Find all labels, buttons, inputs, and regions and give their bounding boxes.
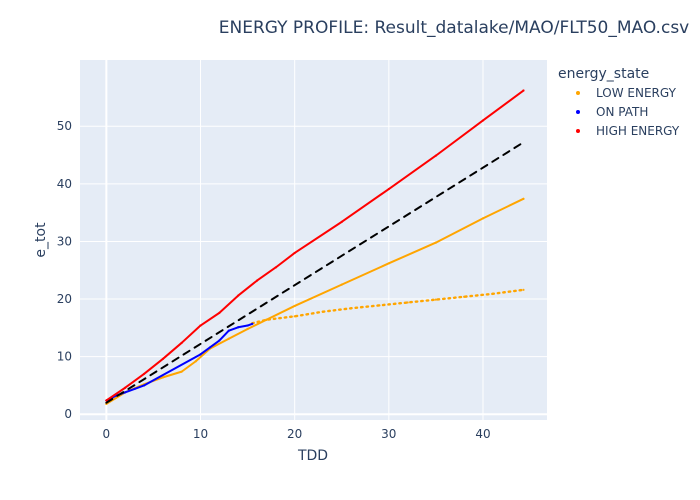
series-point-3-10: [293, 251, 296, 255]
series-point-3-9: [274, 266, 277, 269]
y-tick-label: 30: [57, 234, 72, 248]
series-point-3-5: [199, 324, 202, 327]
legend-marker-low-energy: [576, 91, 580, 95]
series-point-1-3: [321, 310, 325, 313]
series-point-2-9: [237, 326, 240, 329]
series-point-0-13: [434, 241, 437, 244]
series-point-1-4: [350, 307, 353, 310]
y-tick-label: 50: [57, 119, 72, 133]
x-tick-label: 30: [381, 427, 396, 441]
legend-label-low-energy: LOW ENERGY: [596, 86, 677, 100]
series-point-3-7: [237, 294, 240, 297]
series-point-2-5: [199, 353, 202, 356]
y-tick-label: 10: [57, 350, 72, 364]
series-point-2-7: [218, 339, 221, 342]
y-tick-label: 20: [57, 292, 72, 306]
series-point-3-11: [340, 220, 343, 223]
x-tick-label: 40: [475, 427, 490, 441]
y-tick-label: 40: [57, 177, 72, 191]
chart-title: ENERGY PROFILE: Result_datalake/MAO/FLT5…: [219, 18, 689, 38]
series-line-4: [105, 141, 525, 404]
legend: energy_state LOW ENERGY ON PATH HIGH ENE…: [558, 66, 680, 138]
legend-label-on-path: ON PATH: [596, 105, 648, 119]
legend-item-low-energy[interactable]: LOW ENERGY: [576, 86, 677, 100]
series-point-3-1: [124, 386, 127, 389]
series-point-3-4: [180, 341, 183, 344]
legend-item-on-path[interactable]: ON PATH: [576, 105, 648, 119]
series-point-1-2: [293, 315, 296, 318]
series-point-3-12: [387, 187, 390, 191]
y-tick-label: 0: [64, 407, 72, 421]
series-point-1-5: [378, 304, 381, 307]
series-point-1-8: [463, 295, 466, 298]
legend-marker-on-path: [576, 110, 580, 114]
series-point-1-1: [265, 318, 268, 321]
series-point-3-14: [481, 119, 485, 122]
series-point-3-0: [105, 399, 108, 402]
series-point-1-6: [406, 301, 409, 304]
x-tick-label: 0: [103, 427, 111, 441]
x-axis-title: TDD: [297, 448, 328, 464]
series-point-0-10: [293, 304, 296, 308]
series-point-0-14: [481, 217, 485, 220]
series-point-1-9: [491, 292, 494, 295]
series-point-2-2: [124, 391, 127, 394]
series-point-0-5: [194, 360, 197, 363]
legend-title: energy_state: [558, 66, 649, 82]
x-tick-label: 10: [193, 427, 208, 441]
series-point-2-6: [208, 346, 212, 349]
series-point-1-10: [522, 288, 525, 291]
series-point-3-6: [218, 311, 221, 314]
series-point-3-2: [142, 372, 146, 376]
series-point-0-3: [161, 376, 164, 379]
series-point-0-7: [227, 337, 230, 340]
tick-layer: 0 10 20 30 40 0 10 20 30 40 50: [57, 119, 491, 441]
series-point-3-15: [522, 89, 525, 92]
series-point-2-11: [251, 322, 254, 325]
series-point-0-8: [246, 327, 249, 331]
series-point-3-8: [255, 279, 259, 282]
series-point-1-7: [434, 298, 437, 301]
legend-marker-high-energy: [576, 129, 580, 133]
y-axis-title: e_tot: [33, 222, 49, 258]
series-point-0-15: [522, 197, 525, 200]
series-line-3: [105, 89, 525, 402]
data-layer: [105, 89, 525, 405]
series-point-3-13: [434, 154, 437, 157]
series-point-0-4: [180, 370, 183, 373]
series-point-0-12: [387, 262, 390, 265]
series-point-3-3: [161, 357, 164, 361]
series-point-2-10: [246, 324, 249, 327]
series-point-2-4: [142, 384, 146, 387]
legend-item-high-energy[interactable]: HIGH ENERGY: [576, 124, 680, 138]
series-point-2-8: [227, 329, 230, 332]
series-point-0-11: [340, 283, 343, 286]
series-point-2-3: [133, 387, 136, 390]
x-tick-label: 20: [287, 427, 302, 441]
legend-label-high-energy: HIGH ENERGY: [596, 124, 680, 138]
